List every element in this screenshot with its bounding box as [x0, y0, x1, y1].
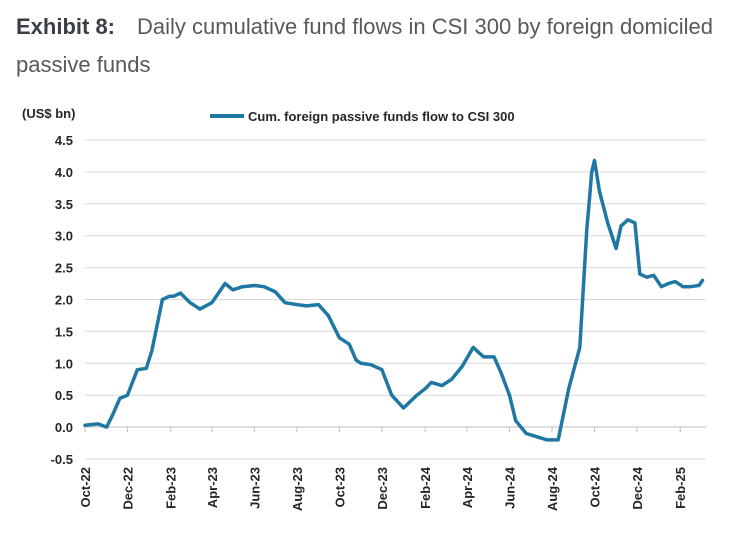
exhibit-title: Exhibit 8: Daily cumulative fund flows in…	[16, 8, 731, 84]
x-tick-label: Feb-24	[418, 466, 433, 509]
exhibit-label: Exhibit 8:	[16, 14, 116, 39]
x-tick-label: Apr-24	[460, 466, 475, 508]
y-tick-label: 1.5	[55, 324, 73, 339]
y-tick-label: 4.5	[55, 133, 73, 148]
y-tick-label: 3.5	[55, 197, 73, 212]
legend-label: Cum. foreign passive funds flow to CSI 3…	[248, 109, 515, 124]
x-tick-label: Apr-23	[205, 467, 220, 508]
axes	[84, 426, 706, 432]
x-tick-label: Jun-23	[247, 467, 262, 509]
y-tick-label: 1.0	[55, 356, 73, 371]
x-tick-label: Dec-23	[375, 467, 390, 510]
x-tick-label: Jun-24	[502, 466, 517, 509]
x-tick-label: Oct-23	[332, 467, 347, 507]
y-tick-label: 3.0	[55, 229, 73, 244]
y-axis-tick-labels: -0.5 0.0 0.5 1.0 1.5 2.0 2.5 3.0 3.5 4.0 4.5	[51, 133, 73, 467]
x-tick-label: Dec-24	[630, 466, 645, 509]
y-tick-label: 2.0	[55, 293, 73, 308]
y-axis-unit-label: (US$ bn)	[22, 106, 75, 121]
y-tick-label: 0.0	[55, 420, 73, 435]
series	[83, 158, 705, 442]
x-axis-tick-labels: Oct-22 Dec-22 Feb-23 Apr-23 Jun-23 Aug-23 Oct-…	[78, 466, 688, 511]
x-tick-label: Oct-22	[78, 467, 93, 507]
x-tick-label: Oct-24	[587, 466, 602, 507]
y-tick-label: 2.5	[55, 261, 73, 276]
x-tick-label: Aug-23	[290, 467, 305, 511]
y-tick-label: -0.5	[51, 452, 73, 467]
x-tick-label: Dec-22	[121, 467, 136, 510]
x-tick-label: Feb-23	[164, 467, 179, 509]
x-tick-label: Feb-25	[673, 467, 688, 509]
legend: Cum. foreign passive funds flow to CSI 3…	[210, 109, 515, 124]
x-tick-label: Aug-24	[545, 466, 560, 511]
gridlines	[85, 139, 706, 460]
series-line-0	[83, 158, 705, 442]
exhibit-title-text: Daily cumulative fund flows in CSI 300 b…	[16, 14, 713, 77]
y-tick-label: 0.5	[55, 388, 73, 403]
y-tick-label: 4.0	[55, 165, 73, 180]
